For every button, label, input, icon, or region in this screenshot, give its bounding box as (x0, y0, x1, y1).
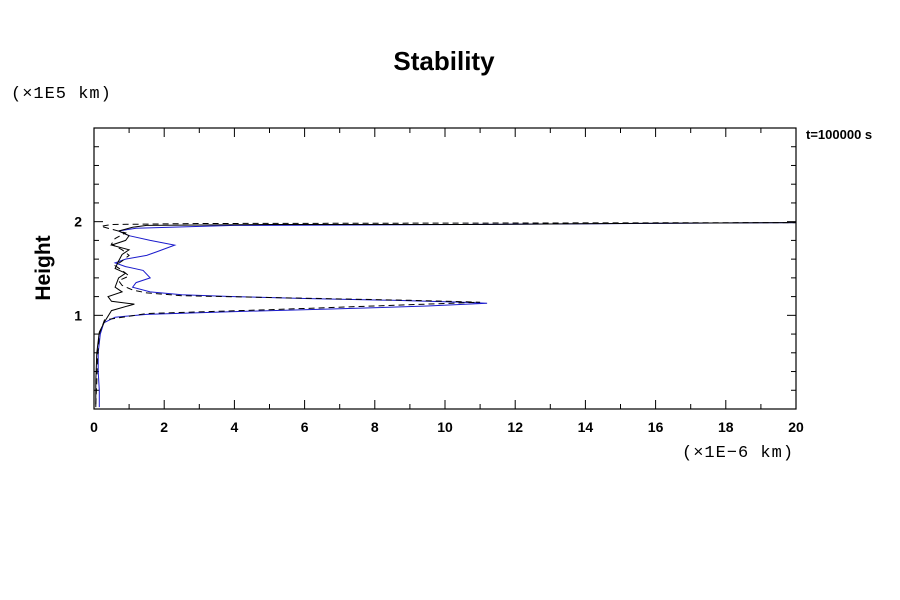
y-tick-labels: 12 (74, 214, 82, 324)
series-line-1 (97, 222, 797, 408)
axis-ticks (93, 127, 797, 410)
y-tick-label: 2 (74, 214, 82, 230)
x-tick-label: 10 (437, 419, 453, 435)
x-tick-label: 18 (718, 419, 734, 435)
x-tick-label: 8 (371, 419, 379, 435)
x-tick-label: 12 (507, 419, 523, 435)
chart-title: Stability (393, 46, 495, 76)
y-tick-label: 1 (74, 307, 82, 323)
x-tick-label: 0 (90, 419, 98, 435)
x-axis-unit: (×1E−6 km) (682, 444, 795, 463)
x-tick-label: 2 (160, 419, 168, 435)
x-tick-label: 16 (648, 419, 664, 435)
plot-frame (93, 127, 797, 410)
y-axis-unit: (×1E5 km) (11, 85, 112, 104)
x-tick-labels: 0 2 4 6 8 10 12 14 16 18 20 (90, 419, 804, 435)
series-line-2 (95, 222, 797, 408)
series-line-3 (95, 222, 797, 405)
time-annotation: t=100000 s (806, 127, 873, 142)
x-tick-label: 14 (578, 419, 594, 435)
x-tick-label: 20 (788, 419, 804, 435)
x-tick-label: 4 (231, 419, 239, 435)
x-tick-label: 6 (301, 419, 309, 435)
series-lines (95, 222, 797, 408)
